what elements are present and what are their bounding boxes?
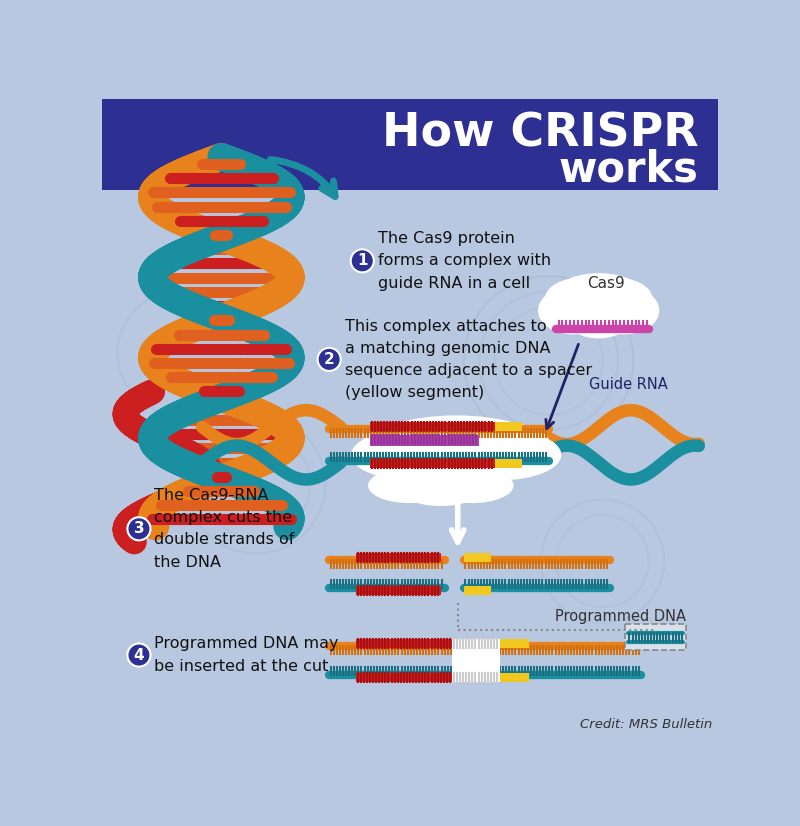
FancyBboxPatch shape: [370, 458, 494, 468]
Ellipse shape: [351, 430, 471, 480]
FancyBboxPatch shape: [370, 434, 479, 445]
Ellipse shape: [578, 278, 652, 319]
Ellipse shape: [401, 444, 511, 484]
Circle shape: [350, 249, 374, 273]
Ellipse shape: [545, 278, 620, 319]
Ellipse shape: [378, 458, 503, 502]
Text: works: works: [559, 149, 698, 191]
Ellipse shape: [441, 430, 562, 480]
Ellipse shape: [366, 415, 546, 479]
Text: Guide RNA: Guide RNA: [589, 377, 667, 392]
FancyBboxPatch shape: [356, 586, 441, 595]
FancyBboxPatch shape: [102, 99, 718, 190]
FancyBboxPatch shape: [356, 672, 452, 682]
Text: 2: 2: [324, 352, 334, 367]
Ellipse shape: [419, 420, 550, 464]
FancyBboxPatch shape: [625, 624, 686, 650]
Text: The Cas9 protein
forms a complex with
guide RNA in a cell: The Cas9 protein forms a complex with gu…: [378, 231, 550, 291]
Text: Programmed DNA: Programmed DNA: [554, 609, 686, 624]
Text: 1: 1: [357, 254, 367, 268]
FancyBboxPatch shape: [500, 638, 530, 648]
Ellipse shape: [402, 478, 479, 506]
Ellipse shape: [415, 462, 506, 492]
Text: Cas9: Cas9: [587, 277, 626, 292]
FancyBboxPatch shape: [464, 586, 491, 595]
FancyBboxPatch shape: [500, 672, 530, 682]
Circle shape: [127, 517, 150, 540]
Text: 3: 3: [134, 521, 144, 536]
FancyBboxPatch shape: [356, 638, 452, 648]
Text: Credit: MRS Bulletin: Credit: MRS Bulletin: [579, 718, 712, 731]
Ellipse shape: [546, 273, 650, 333]
Text: Programmed DNA may
be inserted at the cut: Programmed DNA may be inserted at the cu…: [154, 637, 339, 674]
Ellipse shape: [376, 462, 466, 492]
FancyBboxPatch shape: [494, 422, 522, 431]
FancyBboxPatch shape: [464, 553, 491, 562]
FancyBboxPatch shape: [452, 638, 500, 682]
Ellipse shape: [567, 300, 630, 339]
FancyBboxPatch shape: [356, 553, 441, 562]
Ellipse shape: [363, 420, 494, 464]
Text: This complex attaches to
a matching genomic DNA
sequence adjacent to a spacer
(y: This complex attaches to a matching geno…: [345, 319, 592, 400]
Ellipse shape: [430, 468, 514, 503]
Circle shape: [318, 348, 341, 371]
Text: 4: 4: [134, 648, 144, 662]
Ellipse shape: [590, 287, 659, 335]
Text: How CRISPR: How CRISPR: [382, 112, 698, 156]
FancyBboxPatch shape: [494, 458, 522, 468]
FancyBboxPatch shape: [370, 422, 494, 431]
Circle shape: [127, 643, 150, 667]
Ellipse shape: [538, 287, 607, 335]
Ellipse shape: [368, 468, 451, 503]
Text: The Cas9-RNA
complex cuts the
double strands of
the DNA: The Cas9-RNA complex cuts the double str…: [154, 488, 294, 570]
